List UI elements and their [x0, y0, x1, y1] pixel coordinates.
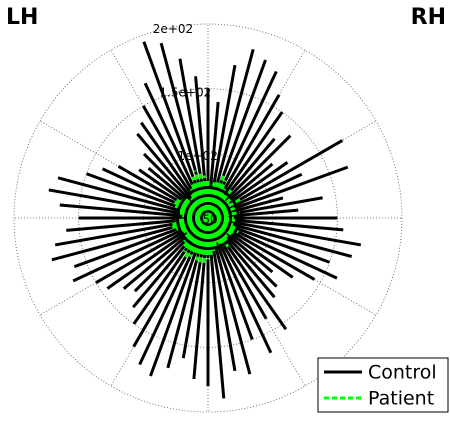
spoke-line	[206, 186, 213, 219]
spoke-line	[172, 200, 209, 220]
legend-box	[317, 357, 449, 413]
spoke-line	[206, 217, 213, 256]
spoke-line	[174, 204, 209, 220]
r-tick-label: 2e+02	[153, 22, 193, 36]
left-label: LH	[6, 5, 38, 30]
spoke-line	[207, 216, 236, 235]
spoke-line	[179, 216, 209, 233]
spoke-line	[195, 217, 210, 261]
spoke-line	[206, 111, 284, 219]
spoke-line	[85, 172, 209, 220]
spoke-line	[206, 217, 230, 248]
spoke-line	[206, 217, 288, 331]
spoke-line	[202, 175, 210, 219]
spoke-line	[207, 216, 331, 264]
spoke-line	[206, 182, 216, 219]
legend-label: Control	[368, 362, 437, 384]
spoke-line	[132, 217, 210, 325]
r-tick-label: 50	[202, 213, 217, 227]
r-tick-label: 1e+02	[177, 149, 217, 163]
spoke-line	[206, 48, 255, 219]
spoke-line	[207, 197, 243, 220]
spoke-line	[191, 176, 210, 219]
spoke-line	[183, 217, 210, 253]
spoke-line	[206, 94, 281, 219]
grid-circle	[13, 23, 403, 413]
spoke-line	[207, 216, 338, 280]
spoke-line	[177, 208, 209, 220]
spoke-line	[188, 217, 210, 258]
spoke-line	[206, 180, 220, 219]
spoke-line	[66, 216, 209, 232]
spoke-line	[207, 216, 236, 222]
spoke-line	[170, 216, 209, 230]
r-tick-label: 1.5e+02	[159, 86, 211, 100]
spoke-line	[142, 41, 210, 219]
spoke-line	[95, 216, 209, 284]
spoke-line	[206, 217, 230, 243]
right-label: RH	[411, 5, 446, 30]
spoke-line	[207, 196, 233, 220]
spoke-line	[206, 179, 227, 219]
spoke-line	[172, 216, 209, 226]
spoke-line	[206, 217, 226, 399]
spoke-line	[73, 216, 209, 269]
spoke-line	[193, 217, 210, 255]
spoke-line	[175, 198, 209, 220]
series-1	[170, 170, 243, 266]
spoke-line	[182, 217, 210, 248]
spoke-line	[142, 105, 210, 219]
spoke-line	[207, 216, 344, 232]
spoke-line	[194, 76, 210, 219]
spoke-line	[159, 42, 210, 219]
spoke-line	[190, 182, 210, 219]
spoke-line	[206, 217, 254, 341]
spoke-line	[181, 217, 210, 359]
spoke-line	[207, 216, 362, 247]
spoke-line	[206, 189, 233, 219]
legend-label: Patient	[368, 388, 434, 410]
